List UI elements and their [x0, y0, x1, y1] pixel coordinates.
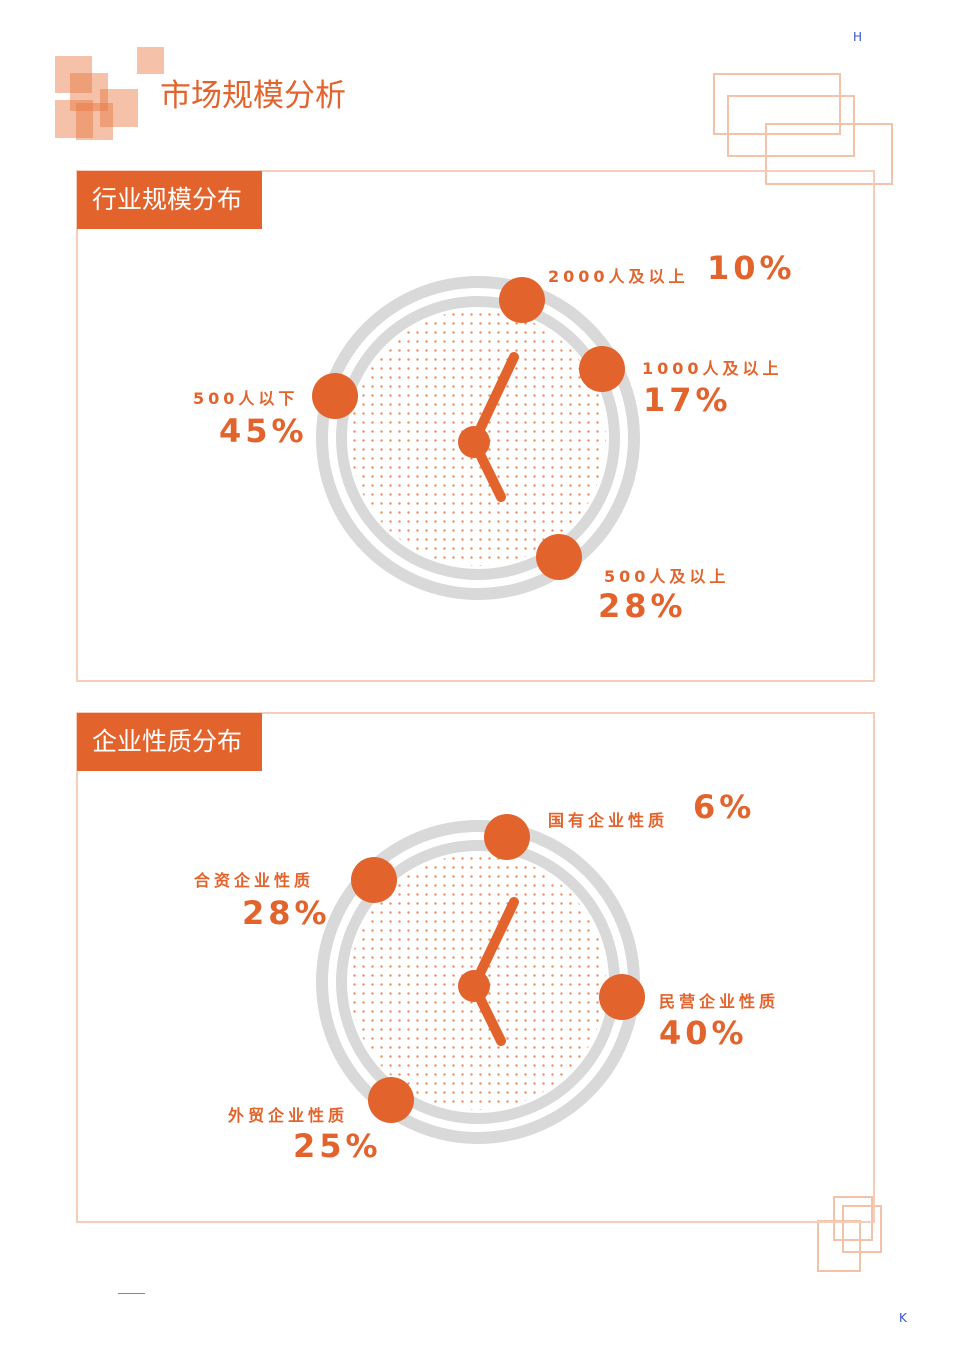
marker-dot — [484, 814, 530, 860]
label-500-plus: 500人及以上 — [604, 567, 730, 586]
label-2000-plus: 2000人及以上 — [548, 267, 689, 286]
label-state-owned: 国有企业性质 — [548, 811, 669, 830]
blue-line — [118, 1293, 145, 1294]
panel-industry-scale — [76, 170, 875, 682]
marker-dot — [368, 1077, 414, 1123]
panel-enterprise-type — [76, 712, 875, 1223]
panel-title: 企业性质分布 — [77, 713, 262, 771]
label-1000-plus: 1000人及以上 — [642, 359, 783, 378]
value-500-plus: 28% — [598, 587, 687, 625]
label-private: 民营企业性质 — [659, 992, 780, 1011]
page-title: 市场规模分析 — [160, 78, 346, 114]
marker-dot — [599, 974, 645, 1020]
marker-dot — [579, 346, 625, 392]
marker-dot — [499, 277, 545, 323]
corner-marker-top: H — [853, 30, 863, 44]
marker-dot — [536, 534, 582, 580]
value-2000-plus: 10% — [707, 249, 796, 287]
label-under-500: 500人以下 — [193, 389, 299, 408]
corner-marker-bottom: K — [899, 1311, 907, 1325]
value-foreign-trade: 25% — [293, 1127, 382, 1165]
value-state-owned: 6% — [693, 788, 756, 826]
label-foreign-trade: 外贸企业性质 — [228, 1106, 349, 1125]
value-joint-venture: 28% — [242, 894, 331, 932]
value-private: 40% — [659, 1014, 748, 1052]
marker-dot — [351, 857, 397, 903]
marker-dot — [312, 373, 358, 419]
label-joint-venture: 合资企业性质 — [194, 871, 315, 890]
panel-title: 行业规模分布 — [77, 171, 262, 229]
value-under-500: 45% — [219, 412, 308, 450]
value-1000-plus: 17% — [643, 381, 732, 419]
